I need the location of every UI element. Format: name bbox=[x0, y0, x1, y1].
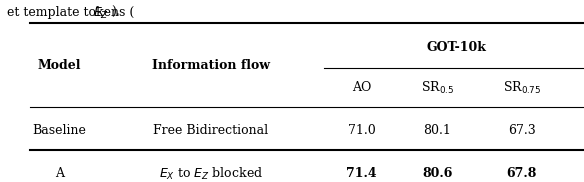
Text: SR$_{0.5}$: SR$_{0.5}$ bbox=[420, 79, 454, 96]
Text: Baseline: Baseline bbox=[33, 124, 86, 137]
Text: AO: AO bbox=[352, 81, 371, 94]
Text: ).: ). bbox=[110, 6, 119, 19]
Text: et template tokens (: et template tokens ( bbox=[7, 6, 134, 19]
Text: $E_Z$: $E_Z$ bbox=[93, 6, 109, 21]
Text: Model: Model bbox=[38, 59, 81, 72]
Text: 71.4: 71.4 bbox=[346, 167, 377, 180]
Text: Information flow: Information flow bbox=[152, 59, 270, 72]
Text: 71.0: 71.0 bbox=[348, 124, 376, 137]
Text: $E_X$ to $E_Z$ blocked: $E_X$ to $E_Z$ blocked bbox=[158, 165, 263, 182]
Text: 67.3: 67.3 bbox=[507, 124, 536, 137]
Text: Free Bidirectional: Free Bidirectional bbox=[153, 124, 268, 137]
Text: 80.6: 80.6 bbox=[422, 167, 453, 180]
Text: SR$_{0.75}$: SR$_{0.75}$ bbox=[502, 79, 541, 96]
Text: 80.1: 80.1 bbox=[423, 124, 451, 137]
Text: 67.8: 67.8 bbox=[506, 167, 537, 180]
Text: A: A bbox=[55, 167, 64, 180]
Text: GOT-10k: GOT-10k bbox=[426, 41, 486, 54]
